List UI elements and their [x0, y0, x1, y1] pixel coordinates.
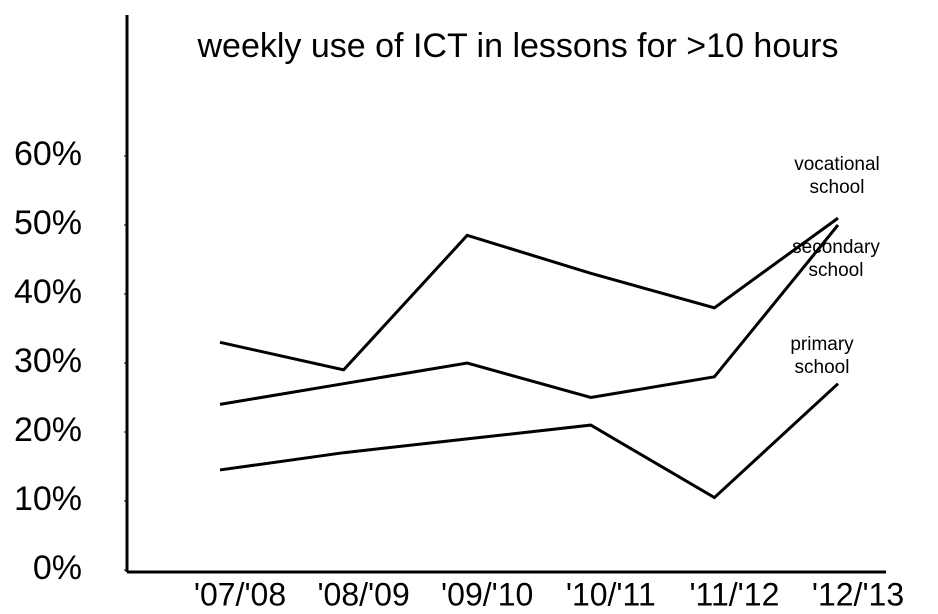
y-tick-label: 60%	[14, 135, 82, 173]
y-tick-label: 40%	[14, 273, 82, 311]
chart-title: weekly use of ICT in lessons for >10 hou…	[197, 27, 839, 65]
x-tick-label: '09/'10	[441, 576, 533, 612]
x-tick-label: '08/'09	[317, 576, 409, 612]
series-label: primary school	[790, 334, 854, 378]
series-line	[219, 216, 839, 372]
series-line	[219, 224, 840, 406]
y-tick-label: 50%	[14, 204, 82, 242]
x-tick-label: '07/'08	[194, 576, 286, 612]
y-tick-label: 30%	[14, 342, 82, 380]
y-tick-label: 20%	[14, 411, 82, 449]
x-tick-label: '10/'11	[566, 576, 656, 612]
series-label: vocational school	[794, 154, 880, 198]
x-tick-label: '11/'12	[689, 576, 779, 612]
series-label: secondary school	[792, 237, 880, 281]
y-tick-label: 0%	[33, 549, 82, 587]
x-tick-label: '12/'13	[812, 576, 904, 612]
y-tick-label: 10%	[14, 480, 82, 518]
series-line	[219, 382, 840, 500]
